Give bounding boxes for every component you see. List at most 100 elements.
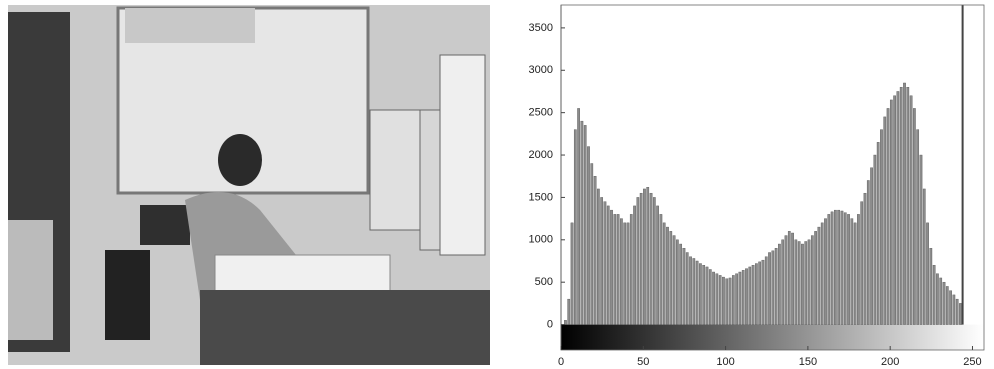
- y-tick-label: 2000: [529, 149, 553, 161]
- bar: [712, 271, 715, 325]
- bar: [771, 250, 775, 325]
- bar: [949, 290, 952, 325]
- bar: [847, 214, 850, 325]
- bar: [764, 256, 768, 325]
- x-tick-label: 150: [799, 356, 817, 368]
- bar: [636, 197, 640, 325]
- y-tick-label: 500: [535, 276, 553, 288]
- x-tick-label: 100: [716, 356, 734, 368]
- bar: [774, 248, 778, 325]
- bar: [955, 298, 959, 325]
- bar: [804, 241, 808, 325]
- bar: [669, 231, 673, 325]
- bar: [787, 231, 791, 325]
- bar: [610, 209, 613, 325]
- bar: [573, 129, 577, 325]
- bar: [926, 222, 929, 325]
- bar: [564, 320, 567, 325]
- bar: [735, 273, 738, 325]
- bar: [906, 87, 910, 325]
- bar: [722, 276, 725, 325]
- bar: [929, 248, 933, 325]
- bar: [880, 129, 883, 325]
- bar: [715, 273, 719, 325]
- bar: [652, 197, 656, 325]
- bar: [695, 260, 699, 325]
- bar: [570, 222, 574, 325]
- bar: [797, 241, 801, 325]
- bar: [623, 222, 627, 325]
- bar: [876, 142, 880, 325]
- bar: [590, 163, 594, 325]
- y-tick-label: 3000: [529, 64, 553, 76]
- bar: [620, 218, 623, 325]
- bar: [728, 277, 732, 325]
- bar: [959, 303, 962, 325]
- bar: [629, 214, 633, 325]
- bar: [909, 95, 913, 325]
- bar: [682, 248, 686, 325]
- bar: [731, 275, 735, 325]
- bar: [942, 281, 946, 325]
- bar: [873, 154, 877, 325]
- bar: [679, 243, 683, 325]
- y-tick-label: 0: [547, 318, 553, 330]
- bar: [870, 167, 873, 325]
- bar: [718, 275, 722, 325]
- bar: [659, 214, 663, 325]
- bar: [916, 129, 920, 325]
- bar: [936, 273, 939, 325]
- bar: [745, 268, 748, 325]
- bar: [883, 116, 887, 325]
- bar: [860, 201, 864, 325]
- bar: [583, 125, 587, 325]
- bar: [708, 269, 712, 325]
- bar: [662, 222, 666, 325]
- bar: [702, 265, 706, 325]
- bar: [810, 235, 814, 325]
- bar: [843, 212, 847, 325]
- bar: [639, 192, 643, 325]
- bar: [577, 108, 580, 325]
- x-tick-label: 200: [881, 356, 899, 368]
- bar: [748, 266, 752, 325]
- bar: [613, 214, 617, 325]
- y-tick-label: 1500: [529, 191, 553, 203]
- x-tick-label: 0: [558, 356, 564, 368]
- bar: [893, 95, 896, 325]
- bar: [672, 235, 676, 325]
- bar: [945, 286, 949, 325]
- bar: [922, 188, 926, 325]
- bar: [837, 209, 841, 325]
- photo: [8, 5, 490, 365]
- bar: [689, 256, 692, 325]
- bar: [814, 231, 817, 325]
- bar: [913, 108, 916, 325]
- bar: [649, 192, 653, 325]
- y-tick-label: 2500: [529, 107, 553, 119]
- bar: [692, 258, 696, 325]
- bar: [656, 205, 659, 325]
- bar: [758, 261, 762, 325]
- bar: [830, 211, 834, 325]
- bar: [616, 214, 620, 325]
- bar: [853, 222, 857, 325]
- bar: [741, 270, 745, 325]
- bar: [705, 266, 709, 325]
- histogram: 0 500 1000 1500 2000 2500 3000 3500 0 50 100 150 200…: [529, 4, 985, 368]
- bar: [603, 201, 607, 325]
- bar: [761, 259, 765, 325]
- bar: [587, 146, 590, 325]
- bar: [952, 294, 956, 325]
- bar: [840, 210, 844, 325]
- bar: [597, 188, 600, 325]
- x-tick-label: 250: [963, 356, 981, 368]
- bar: [850, 218, 854, 325]
- bar: [791, 232, 794, 325]
- bar: [866, 180, 870, 325]
- bar: [820, 222, 824, 325]
- bar: [593, 176, 597, 325]
- bar: [784, 235, 788, 325]
- bar: [794, 239, 798, 325]
